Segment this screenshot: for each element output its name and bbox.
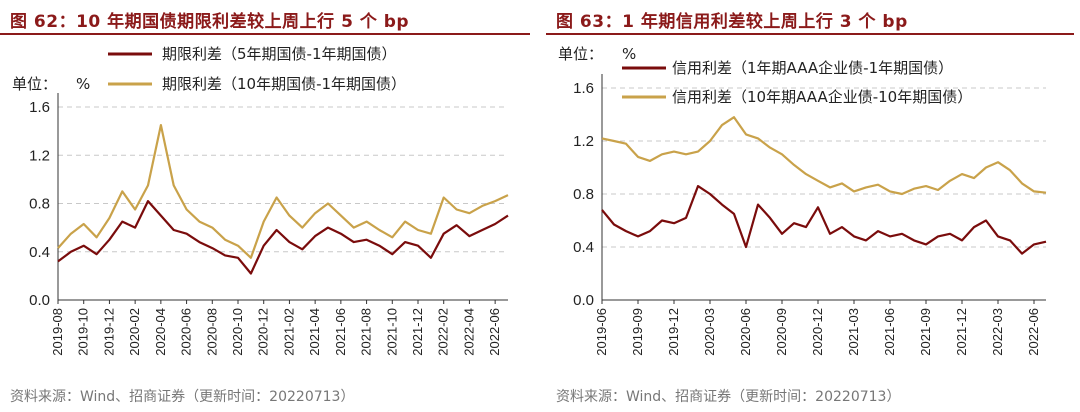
y-tick-label: 1.6	[29, 99, 50, 116]
x-tick-label: 2020-03	[702, 308, 717, 356]
x-tick-label: 2021-06	[882, 308, 897, 356]
y-tick-label: 0.0	[29, 292, 50, 309]
x-tick-label: 2022-02	[436, 308, 451, 356]
x-tick-label: 2022-06	[487, 308, 502, 356]
term-spread-chart: 0.0 0.4 0.8 1.2 1.6 2019-08 2019-10 2019-12 2020…	[12, 45, 509, 356]
legend-label: 期限利差（10年期国债-1年期国债）	[162, 75, 406, 93]
x-tick-label: 2020-08	[204, 308, 219, 356]
x-tick-label: 2020-06	[738, 308, 753, 356]
legend-label: 信用利差（10年期AAA企业债-10年期国债）	[672, 88, 972, 106]
x-tick-label: 2020-09	[774, 308, 789, 356]
legend-label: 期限利差（5年期国债-1年期国债）	[162, 45, 397, 63]
y-tick-label: 1.6	[573, 80, 594, 97]
x-tick-label: 2019-12	[101, 308, 116, 356]
unit-label: 单位：	[12, 75, 57, 93]
figure-title: 图 62：10 年期国债期限利差较上周上行 5 个 bp	[10, 12, 410, 32]
x-tick-label: 2021-08	[359, 308, 374, 356]
x-tick-label: 2019-08	[50, 308, 65, 356]
series-line-1	[601, 185, 1047, 255]
unit-label: 单位：	[558, 45, 603, 63]
x-tick-label: 2021-06	[333, 308, 348, 356]
x-tick-label: 2021-12	[410, 308, 425, 356]
x-tick-label: 2020-12	[256, 308, 271, 356]
credit-spread-chart: 0.0 0.4 0.8 1.2 1.6 2019-06 2019-09 2019-12 2020…	[558, 45, 1047, 356]
title-rule	[0, 33, 530, 35]
x-tick-label: 2020-02	[127, 308, 142, 356]
y-tick-label: 0.8	[573, 186, 594, 203]
x-tick-label: 2021-10	[384, 308, 399, 356]
y-tick-label: 1.2	[573, 133, 594, 150]
legend-label: 信用利差（1年期AAA企业债-1年期国债）	[672, 59, 953, 77]
series-line-2	[601, 116, 1047, 196]
x-tick-label: 2020-06	[179, 308, 194, 356]
y-tick-label: 1.2	[29, 147, 50, 164]
x-tick-label: 2019-09	[630, 308, 645, 356]
x-tick-label: 2021-03	[846, 308, 861, 356]
source-note: 资料来源：Wind、招商证券（更新时间：20220713）	[556, 389, 901, 405]
y-tick-label: 0.4	[29, 244, 50, 261]
x-tick-label: 2019-12	[666, 308, 681, 356]
x-tick-label: 2019-10	[76, 308, 91, 356]
x-tick-label: 2022-06	[1026, 308, 1041, 356]
unit-symbol: %	[76, 75, 90, 93]
x-tick-label: 2019-06	[594, 308, 609, 356]
unit-symbol: %	[622, 45, 636, 63]
series-line-1	[57, 200, 509, 275]
figure-title: 图 63：1 年期信用利差较上周上行 3 个 bp	[556, 12, 908, 32]
source-note: 资料来源：Wind、招商证券（更新时间：20220713）	[10, 389, 355, 405]
y-tick-label: 0.4	[573, 239, 594, 256]
title-rule	[546, 33, 1074, 35]
x-tick-label: 2021-09	[918, 308, 933, 356]
x-tick-label: 2020-04	[153, 308, 168, 356]
y-tick-label: 0.8	[29, 196, 50, 213]
series-line-2	[57, 123, 509, 259]
x-tick-label: 2022-04	[461, 308, 476, 356]
chart-panel-credit-spread: 图 63：1 年期信用利差较上周上行 3 个 bp 0.0 0.4 0.8 1.2 1.…	[546, 0, 1080, 412]
chart-panel-term-spread: 图 62：10 年期国债期限利差较上周上行 5 个 bp 0.0 0.4 0.8 1.…	[0, 0, 536, 412]
x-tick-label: 2020-12	[810, 308, 825, 356]
x-tick-label: 2021-02	[281, 308, 296, 356]
x-tick-label: 2022-03	[990, 308, 1005, 356]
x-tick-label: 2021-04	[307, 308, 322, 356]
x-tick-label: 2021-12	[954, 308, 969, 356]
y-tick-label: 0.0	[573, 292, 594, 309]
x-tick-label: 2020-10	[230, 308, 245, 356]
